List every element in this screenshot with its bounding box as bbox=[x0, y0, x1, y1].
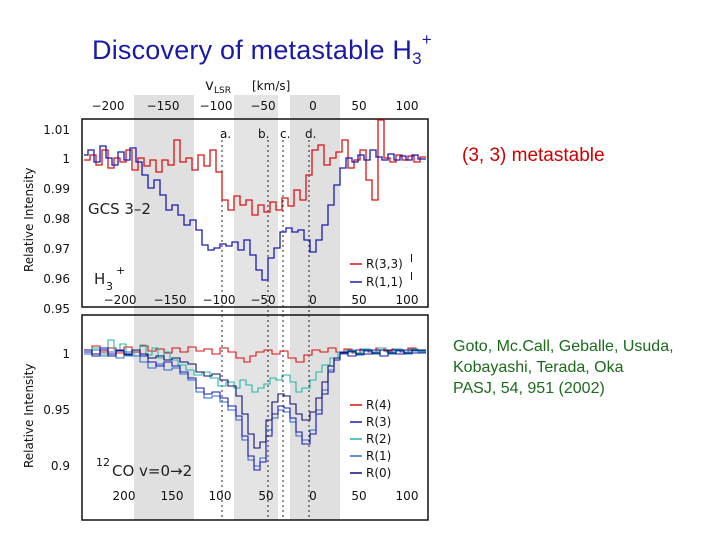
top-source-label: GCS 3–2 bbox=[88, 200, 151, 218]
top-axis-label-v: v bbox=[205, 76, 214, 94]
top-legend: R(3,3) l R(1,1) l bbox=[350, 252, 413, 289]
top-y-tick: 0.97 bbox=[43, 242, 70, 256]
mid-x-tick: −150 bbox=[154, 293, 187, 307]
bottom-x-tick: 100 bbox=[396, 489, 419, 503]
component-label-c: c. bbox=[280, 127, 290, 141]
title-subscript: 3 bbox=[412, 49, 422, 68]
legend-entry-r2: R(2) bbox=[366, 432, 391, 446]
bottom-y-tick: 0.95 bbox=[43, 403, 70, 417]
legend-entry-r11: R(1,1) bbox=[366, 275, 403, 289]
top-x-tick: −50 bbox=[250, 99, 275, 113]
component-label-d: d. bbox=[305, 127, 316, 141]
top-y-tick: 0.98 bbox=[43, 212, 70, 226]
spectrum-r33 bbox=[84, 119, 426, 216]
top-x-tick: 100 bbox=[396, 99, 419, 113]
top-species-label: H bbox=[94, 270, 105, 288]
top-species-sup: + bbox=[116, 264, 125, 277]
top-y-tick: 1 bbox=[62, 152, 70, 166]
mid-x-tick: 0 bbox=[309, 293, 317, 307]
top-x-tick: −200 bbox=[92, 99, 125, 113]
top-y-tick: 1.01 bbox=[43, 123, 70, 137]
slide-title: Discovery of metastable H3+ bbox=[92, 30, 432, 69]
bottom-legend: R(4) R(3) R(2) R(1) R(0) bbox=[350, 398, 391, 480]
top-x-tick: −150 bbox=[147, 99, 180, 113]
mid-x-tick: 50 bbox=[351, 293, 366, 307]
legend-entry-r33: R(3,3) bbox=[366, 257, 403, 271]
bottom-x-tick: 200 bbox=[113, 489, 136, 503]
metastable-label: (3, 3) metastable bbox=[462, 145, 605, 166]
bottom-y-tick: 0.9 bbox=[51, 459, 70, 473]
top-y-tick: 0.96 bbox=[43, 272, 70, 286]
component-lines bbox=[221, 140, 310, 520]
legend-entry-r0: R(0) bbox=[366, 466, 391, 480]
mid-x-tick: −200 bbox=[104, 293, 137, 307]
legend-entry-r1: R(1) bbox=[366, 449, 391, 463]
legend-entry-r4: R(4) bbox=[366, 398, 391, 412]
top-x-tick: 50 bbox=[351, 99, 366, 113]
legend-sup-r11: l bbox=[410, 270, 413, 283]
mid-x-tick: −50 bbox=[250, 293, 275, 307]
bottom-y-tick: 1 bbox=[62, 347, 70, 361]
citation: Goto, Mc.Call, Geballe, Usuda, Kobayashi… bbox=[453, 336, 674, 399]
bottom-x-tick: 100 bbox=[209, 489, 232, 503]
bottom-source-sup: 12 bbox=[96, 456, 110, 469]
spectrum-r2 bbox=[84, 339, 426, 393]
title-superscript: + bbox=[421, 30, 432, 49]
title-text: Discovery of metastable H bbox=[92, 35, 413, 65]
legend-entry-r3: R(3) bbox=[366, 415, 391, 429]
top-y-tick: 0.95 bbox=[43, 302, 70, 316]
bottom-y-ticks: 1 0.95 0.9 bbox=[43, 347, 70, 473]
top-axis-label-sub: LSR bbox=[214, 86, 231, 96]
legend-sup-r33: l bbox=[410, 252, 413, 265]
bottom-x-tick: 0 bbox=[309, 489, 317, 503]
component-label-b: b. bbox=[258, 127, 269, 141]
citation-line-3: PASJ, 54, 951 (2002) bbox=[453, 380, 605, 397]
mid-x-tick: 100 bbox=[396, 293, 419, 307]
top-panel-bottom-ticks: −200 −150 −100 −50 0 50 100 bbox=[104, 293, 419, 307]
top-ylabel: Relative Intensity bbox=[22, 168, 36, 272]
top-species-sub: 3 bbox=[106, 280, 113, 293]
mid-x-tick: −100 bbox=[203, 293, 236, 307]
bottom-x-tick: 150 bbox=[161, 489, 184, 503]
spectrum-r0 bbox=[84, 349, 426, 449]
top-axis-unit: [km/s] bbox=[252, 79, 290, 93]
citation-line-2: Kobayashi, Terada, Oka bbox=[453, 359, 624, 376]
top-x-ticks: −200 −150 −100 −50 0 50 100 bbox=[92, 99, 419, 113]
bottom-x-ticks: 200 150 100 50 0 50 100 bbox=[113, 489, 419, 503]
citation-line-1: Goto, Mc.Call, Geballe, Usuda, bbox=[453, 338, 674, 355]
top-y-tick: 0.99 bbox=[43, 182, 70, 196]
bottom-x-tick: 50 bbox=[258, 489, 273, 503]
component-label-a: a. bbox=[220, 127, 231, 141]
bottom-panel-frame bbox=[81, 314, 429, 521]
top-panel-frame bbox=[81, 118, 429, 308]
top-x-tick: −100 bbox=[200, 99, 233, 113]
top-y-ticks: 1.01 1 0.99 0.98 0.97 0.96 0.95 bbox=[43, 123, 70, 316]
bottom-x-tick: 50 bbox=[351, 489, 366, 503]
bottom-ylabel: Relative Intensity bbox=[22, 364, 36, 468]
spectrum-r11 bbox=[84, 145, 426, 281]
top-x-tick: 0 bbox=[309, 99, 317, 113]
bottom-source-label: CO v=0→2 bbox=[112, 462, 192, 480]
